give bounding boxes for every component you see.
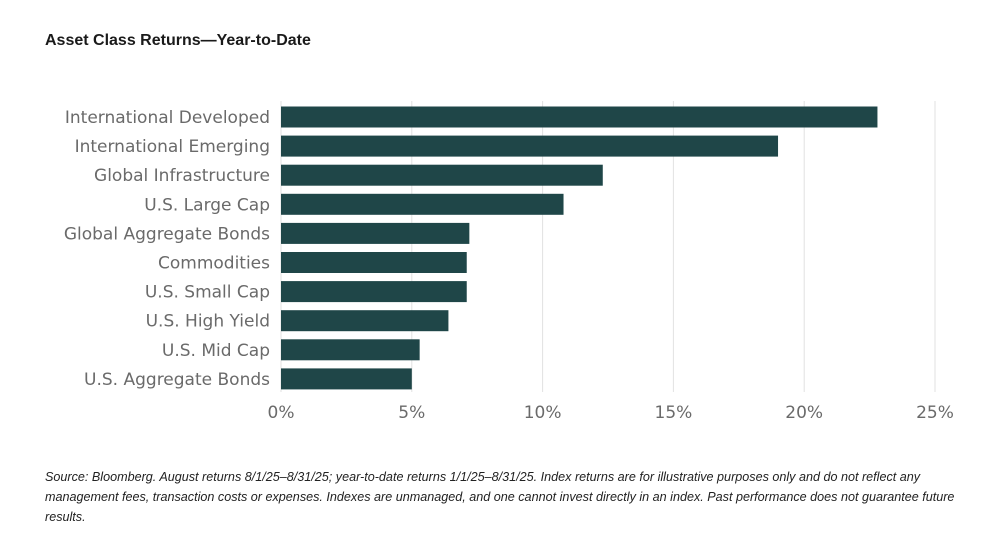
x-tick-label: 10% [524, 403, 562, 423]
x-tick-label: 25% [916, 403, 954, 423]
bar [281, 193, 564, 215]
category-label: Global Infrastructure [94, 166, 270, 186]
bar [281, 252, 467, 273]
category-label: Commodities [158, 254, 270, 274]
x-tick-label: 20% [785, 403, 823, 423]
bars [281, 106, 878, 390]
category-label: U.S. Large Cap [144, 195, 270, 215]
bar [281, 310, 449, 332]
source-footnote: Source: Bloomberg. August returns 8/1/25… [45, 470, 955, 524]
category-label: International Developed [65, 108, 270, 128]
category-label: Global Aggregate Bonds [64, 224, 270, 244]
x-tick-label: 0% [268, 403, 295, 423]
bar [281, 106, 878, 128]
category-label: U.S. Mid Cap [162, 341, 270, 361]
bar [281, 135, 779, 157]
bar [281, 339, 420, 361]
x-tick-label: 15% [655, 403, 693, 423]
category-labels: International Developed International Eme… [64, 108, 270, 390]
x-tick-label: 5% [398, 403, 425, 423]
bar [281, 222, 470, 244]
bar [281, 164, 603, 186]
x-tick-labels: 0% 5% 10% 15% 20% 25% [268, 403, 954, 423]
category-label: U.S. Small Cap [145, 283, 270, 303]
category-label: U.S. Aggregate Bonds [84, 370, 270, 390]
bar [281, 281, 467, 303]
category-label: U.S. High Yield [146, 312, 270, 332]
bar [281, 368, 412, 390]
category-label: International Emerging [75, 137, 270, 157]
chart-title: Asset Class Returns—Year-to-Date [45, 32, 311, 49]
